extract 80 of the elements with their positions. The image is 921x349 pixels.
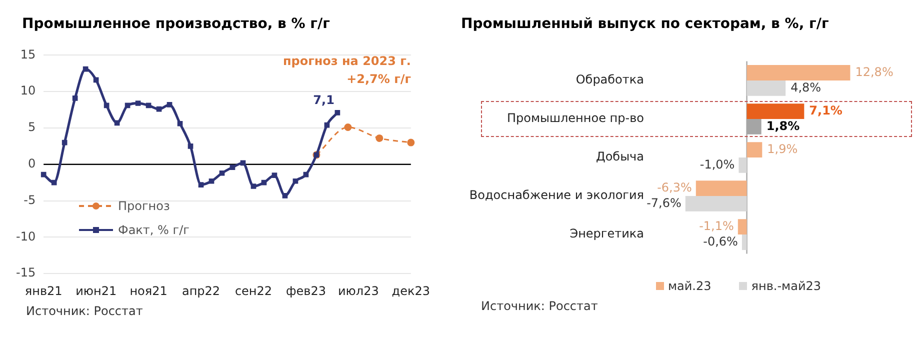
- point: [188, 144, 194, 149]
- point: [334, 110, 340, 116]
- point: [272, 172, 278, 178]
- bar: [685, 196, 747, 212]
- data-label: -6,3%: [657, 180, 692, 194]
- point: [219, 170, 225, 176]
- data-label: 12,8%: [855, 64, 894, 79]
- point: [240, 160, 246, 166]
- y-tick-label: 10: [20, 84, 36, 98]
- bar: [746, 80, 786, 96]
- point: [62, 140, 68, 146]
- bar: [738, 158, 747, 173]
- text: Источник: Росстат: [480, 298, 599, 313]
- data-label: -7,6%: [646, 196, 682, 210]
- y-tick-label: -5: [24, 192, 36, 207]
- data-label: -0,6%: [703, 234, 738, 248]
- legend-label: янв.-май23: [750, 279, 822, 293]
- y-tick-label: 15: [20, 47, 36, 62]
- point: [40, 172, 46, 178]
- x-tick-label: июн21: [76, 284, 117, 298]
- y-tick-label: 0: [28, 156, 36, 171]
- point: [177, 120, 183, 126]
- x-tick-label: ноя21: [130, 284, 168, 298]
- point: [344, 124, 352, 132]
- y-tick-label: 5: [28, 120, 36, 134]
- data-label: 4,8%: [790, 80, 822, 94]
- data-label: 7,1%: [809, 103, 842, 118]
- point: [156, 106, 162, 112]
- point: [166, 102, 172, 108]
- data-label: 7,1: [313, 92, 334, 107]
- point: [82, 66, 88, 72]
- y-tick-label: Водоснабжение и экология: [469, 188, 644, 202]
- point: [93, 77, 99, 83]
- point: [198, 182, 204, 188]
- legend-label: Факт, % г/г: [118, 223, 190, 237]
- point: [146, 102, 152, 108]
- y-tick-label: -15: [16, 266, 36, 280]
- bar: [738, 219, 747, 235]
- data-label: 1,8%: [766, 118, 800, 133]
- point: [114, 120, 120, 126]
- point: [324, 122, 330, 128]
- data-label: 1,9%: [767, 142, 798, 156]
- y-tick-label: Энергетика: [570, 226, 644, 241]
- annotation: прогноз на 2023 г. +2,7% г/г: [282, 53, 411, 88]
- point: [261, 180, 267, 186]
- chart-title: Промышленное производство, в % г/г: [21, 15, 331, 34]
- bar: [746, 104, 804, 119]
- point: [376, 134, 384, 142]
- legend-label: Прогноз: [118, 199, 170, 213]
- text: Источник: Росстат: [25, 303, 144, 318]
- point: [292, 178, 298, 184]
- bar: [742, 234, 747, 250]
- y-tick-label: Промышленное пр-во: [507, 111, 644, 126]
- point: [51, 180, 57, 186]
- point: [72, 95, 78, 101]
- point: [104, 102, 110, 108]
- point: [135, 100, 141, 106]
- x-tick-label: янв21: [24, 284, 62, 298]
- bar: [746, 142, 762, 158]
- bar: [746, 65, 850, 80]
- point: [407, 138, 415, 146]
- bar: [696, 180, 747, 196]
- point: [208, 178, 214, 184]
- legend-label: май.23: [666, 279, 712, 293]
- data-label: -1,0%: [700, 157, 735, 172]
- x-tick-label: апр22: [182, 284, 220, 298]
- y-tick-label: Добыча: [596, 150, 644, 164]
- point: [303, 172, 309, 178]
- data-label: -1,1%: [699, 218, 734, 233]
- x-tick-label: июл23: [338, 284, 379, 298]
- point: [282, 193, 288, 198]
- x-tick-label: сен22: [234, 284, 272, 298]
- x-tick-label: дек23: [392, 284, 430, 298]
- point: [230, 164, 236, 170]
- chart-title: Промышленный выпуск по секторам, в %, г/г: [460, 15, 830, 34]
- point: [250, 184, 256, 189]
- y-tick-label: -10: [16, 229, 36, 244]
- point: [124, 102, 130, 108]
- x-tick-label: фев23: [286, 284, 326, 298]
- y-tick-label: Обработка: [576, 72, 644, 87]
